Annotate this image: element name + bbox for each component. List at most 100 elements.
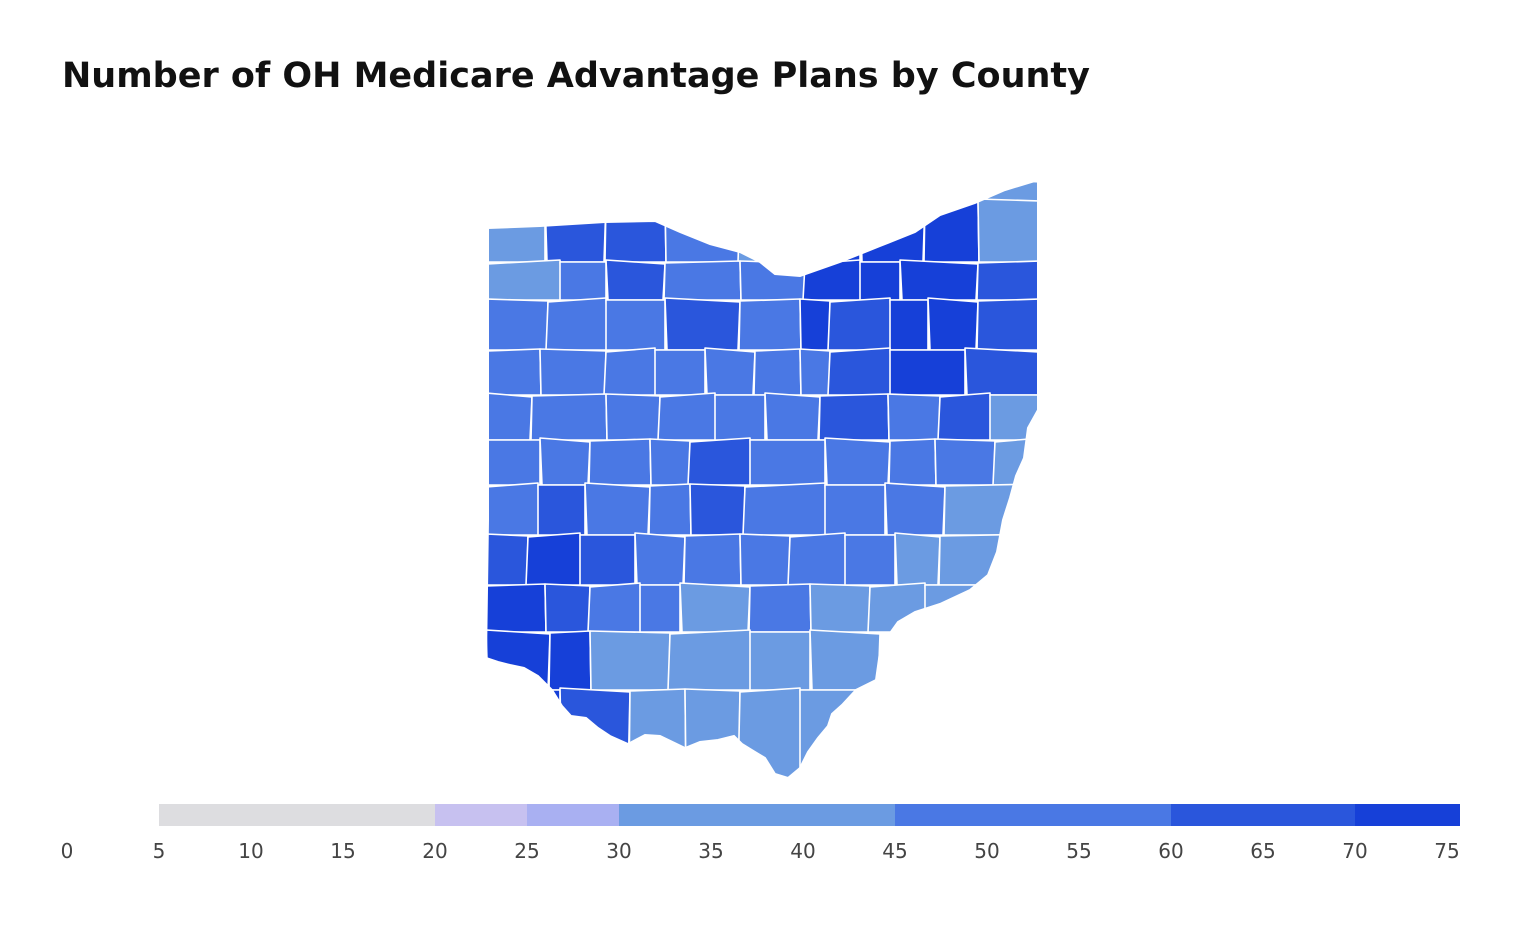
county-region — [824, 437, 891, 486]
legend-tick-label: 30 — [606, 839, 632, 863]
county-region — [486, 439, 541, 486]
county-region — [544, 583, 591, 633]
county-region — [899, 259, 979, 301]
county-region — [976, 298, 1038, 351]
county-region — [525, 532, 583, 586]
legend-tick-label: 15 — [330, 839, 356, 863]
county-region — [486, 629, 551, 691]
county-region — [683, 533, 742, 586]
legend-tick-label: 45 — [882, 839, 908, 863]
county-region — [664, 297, 741, 351]
legend-tick-label: 35 — [698, 839, 724, 863]
county-region — [742, 482, 828, 536]
legend-tick-label: 50 — [974, 839, 1000, 863]
county-region — [867, 582, 928, 633]
county-region — [704, 347, 756, 396]
legend-bin — [435, 804, 527, 826]
county-region — [889, 299, 929, 351]
county-region — [889, 349, 966, 396]
county-region — [787, 532, 848, 586]
county-region — [888, 438, 937, 486]
page-title: Number of OH Medicare Advantage Plans by… — [62, 56, 1090, 96]
county-region — [663, 260, 742, 301]
county-region — [537, 484, 586, 536]
county-region — [486, 533, 529, 586]
legend-bin — [1171, 804, 1355, 826]
county-region — [587, 582, 643, 633]
county-region — [486, 298, 549, 351]
county-region — [927, 297, 979, 351]
legend-tick-label: 40 — [790, 839, 816, 863]
county-region — [530, 393, 608, 441]
legend-tick-label: 10 — [238, 839, 264, 863]
county-region — [589, 630, 671, 691]
legend-tick-label: 20 — [422, 839, 448, 863]
county-region — [887, 393, 941, 441]
county-region — [749, 631, 811, 691]
county-region — [976, 260, 1038, 301]
county-region — [605, 259, 666, 301]
county-region — [827, 347, 893, 396]
county-region — [884, 482, 946, 536]
county-region — [628, 688, 687, 778]
county-region — [654, 349, 706, 396]
county-region — [964, 347, 1038, 396]
legend-tick-label: 5 — [152, 839, 166, 863]
county-region — [977, 198, 1038, 263]
county-region — [934, 438, 996, 486]
county-region — [714, 394, 766, 441]
county-region — [739, 533, 791, 586]
county-region — [579, 534, 636, 586]
county-region — [824, 484, 886, 536]
legend-tick-label: 60 — [1158, 839, 1184, 863]
county-region — [603, 347, 658, 396]
county-region — [605, 299, 666, 351]
legend-bin — [895, 804, 1171, 826]
legend-tick-label: 0 — [60, 839, 74, 863]
county-region — [657, 392, 718, 441]
legend-tick-label: 25 — [514, 839, 540, 863]
county-region — [799, 298, 831, 351]
county-region — [989, 394, 1038, 441]
county-region — [559, 261, 607, 301]
county-region — [859, 197, 926, 263]
county-region — [859, 261, 901, 301]
county-region — [753, 348, 802, 396]
county-region — [924, 584, 1038, 633]
county-region — [992, 437, 1038, 486]
county-region — [548, 630, 592, 691]
county-region — [584, 482, 651, 536]
county-region — [739, 260, 806, 301]
county-region — [486, 583, 547, 633]
county-region — [938, 533, 1038, 586]
county-region — [486, 259, 563, 301]
county-region — [737, 197, 808, 263]
county-region — [486, 392, 533, 441]
county-region — [634, 532, 686, 586]
legend-tick-label: 75 — [1434, 839, 1460, 863]
county-region — [539, 348, 607, 396]
county-region — [923, 198, 980, 263]
county-region — [689, 483, 746, 536]
legend-bin — [527, 804, 619, 826]
county-region — [544, 197, 607, 263]
county-region — [818, 393, 890, 441]
county-region — [827, 297, 893, 351]
county-region — [799, 689, 881, 778]
county-region — [684, 688, 741, 778]
county-region — [894, 532, 941, 586]
legend-tick-label: 65 — [1250, 839, 1276, 863]
county-region — [667, 629, 753, 691]
county-region — [486, 689, 561, 778]
county-region — [639, 584, 681, 633]
county-region — [539, 437, 591, 486]
county-region — [649, 438, 691, 486]
county-region — [809, 629, 881, 691]
county-region — [943, 483, 1038, 536]
county-region — [687, 437, 753, 486]
county-region — [559, 687, 631, 778]
county-region — [486, 482, 541, 536]
legend-bin — [619, 804, 895, 826]
county-region — [545, 297, 609, 351]
